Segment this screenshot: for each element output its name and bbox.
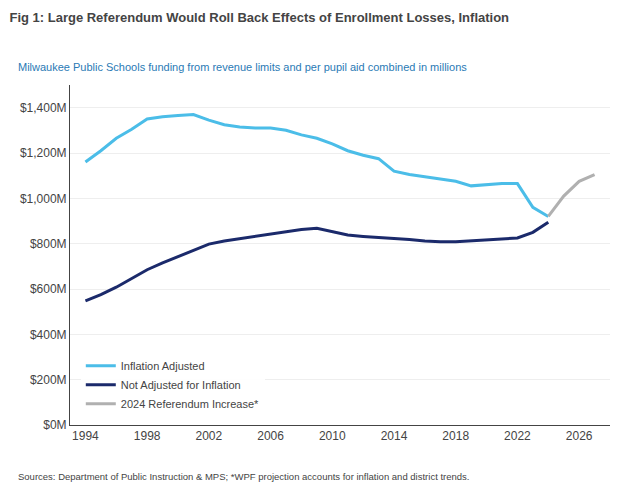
svg-text:$400M: $400M — [30, 328, 67, 342]
svg-text:$200M: $200M — [30, 373, 67, 387]
svg-text:$0M: $0M — [43, 418, 66, 432]
svg-text:Milwaukee Public Schools fundi: Milwaukee Public Schools funding from re… — [18, 61, 467, 73]
svg-text:1994: 1994 — [72, 429, 99, 443]
svg-text:Not Adjusted for Inflation: Not Adjusted for Inflation — [121, 379, 241, 391]
svg-text:$600M: $600M — [30, 282, 67, 296]
svg-text:2018: 2018 — [442, 429, 469, 443]
svg-text:$1,400M: $1,400M — [20, 101, 67, 115]
svg-text:$1,200M: $1,200M — [20, 146, 67, 160]
svg-text:Inflation Adjusted: Inflation Adjusted — [121, 360, 205, 372]
svg-text:$1,000M: $1,000M — [20, 192, 67, 206]
svg-text:$800M: $800M — [30, 237, 67, 251]
svg-text:2024 Referendum Increase*: 2024 Referendum Increase* — [121, 398, 259, 410]
svg-text:2014: 2014 — [381, 429, 408, 443]
svg-text:2010: 2010 — [319, 429, 346, 443]
svg-text:2006: 2006 — [257, 429, 284, 443]
svg-text:1998: 1998 — [134, 429, 161, 443]
svg-text:2022: 2022 — [504, 429, 531, 443]
svg-text:2026: 2026 — [566, 429, 593, 443]
svg-text:2002: 2002 — [196, 429, 223, 443]
svg-text:Sources: Department of Public: Sources: Department of Public Instructio… — [18, 471, 469, 482]
svg-text:Fig 1: Large Referendum Would: Fig 1: Large Referendum Would Roll Back … — [9, 10, 509, 25]
